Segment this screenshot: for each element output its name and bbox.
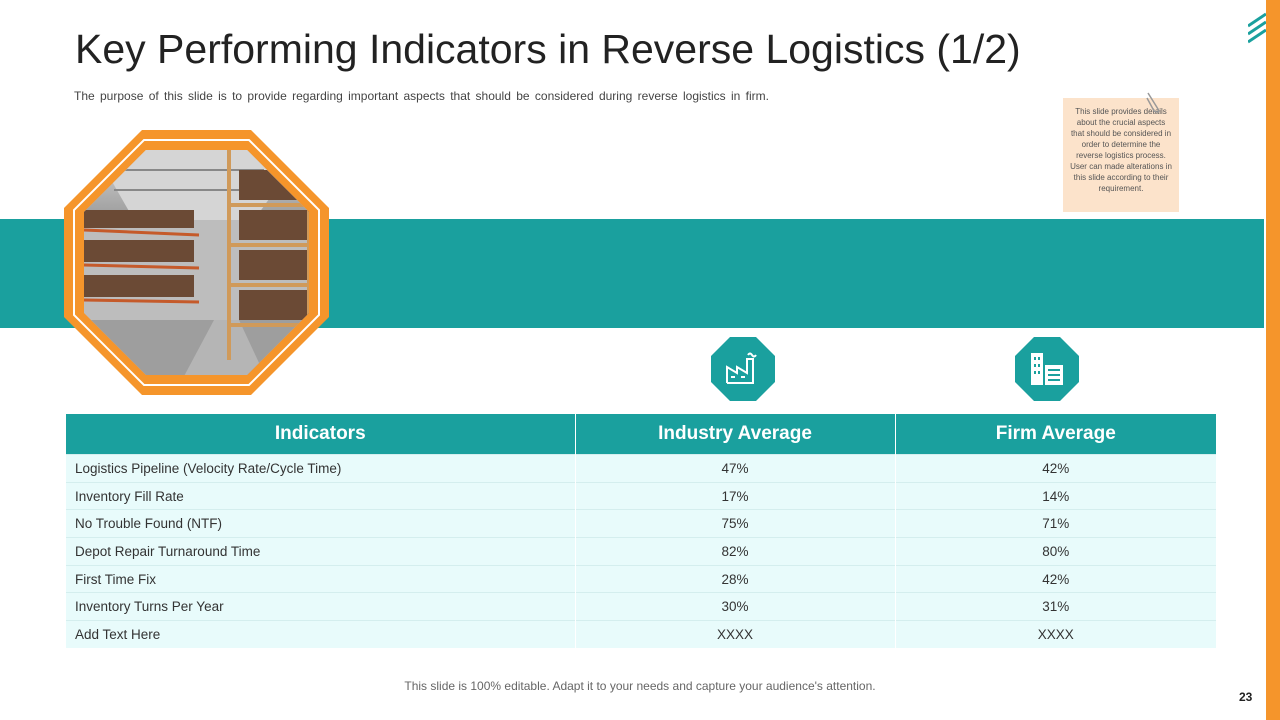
- indicator-cell: Depot Repair Turnaround Time: [66, 537, 575, 566]
- factory-icon: [711, 337, 775, 401]
- firm-average-cell: 42%: [894, 564, 1216, 593]
- firm-average-cell: 14%: [894, 481, 1216, 510]
- industry-average-cell: 17%: [574, 481, 895, 510]
- header-industry-average: Industry Average: [574, 414, 895, 455]
- table-row: Inventory Turns Per Year 30% 31%: [66, 592, 1216, 621]
- footer-text: This slide is 100% editable. Adapt it to…: [404, 679, 876, 693]
- table-row: Logistics Pipeline (Velocity Rate/Cycle …: [66, 454, 1216, 483]
- indicator-cell: Inventory Turns Per Year: [66, 592, 575, 621]
- corner-stripes: [1248, 12, 1266, 44]
- kpi-table: Indicators Industry Average Firm Average…: [66, 414, 1216, 648]
- warehouse-photo: [64, 130, 329, 395]
- table-row: No Trouble Found (NTF) 75% 71%: [66, 509, 1216, 538]
- header-indicators: Indicators: [66, 414, 575, 455]
- table-row: Add Text Here XXXX XXXX: [66, 620, 1216, 648]
- industry-average-cell: 47%: [574, 454, 895, 483]
- indicator-cell: First Time Fix: [66, 564, 575, 593]
- page-number: 23: [1239, 690, 1253, 704]
- indicator-cell: Add Text Here: [66, 620, 575, 648]
- header-firm-average: Firm Average: [894, 414, 1216, 455]
- sticky-note: This slide provides details about the cr…: [1063, 98, 1179, 212]
- firm-average-cell: 42%: [894, 454, 1216, 483]
- indicator-cell: Inventory Fill Rate: [66, 481, 575, 510]
- table-row: Depot Repair Turnaround Time 82% 80%: [66, 537, 1216, 566]
- industry-average-cell: 75%: [574, 509, 895, 538]
- firm-average-cell: 80%: [894, 537, 1216, 566]
- slide-title: Key Performing Indicators in Reverse Log…: [75, 26, 1021, 72]
- firm-average-cell: 31%: [894, 592, 1216, 621]
- paperclip-icon: [1146, 92, 1160, 113]
- firm-average-cell: 71%: [894, 509, 1216, 538]
- industry-average-cell: XXXX: [574, 620, 895, 648]
- slide-subtitle: The purpose of this slide is to provide …: [74, 89, 770, 103]
- industry-average-cell: 82%: [574, 537, 895, 566]
- office-building-icon: [1015, 337, 1079, 401]
- firm-average-cell: XXXX: [894, 620, 1216, 648]
- indicator-cell: Logistics Pipeline (Velocity Rate/Cycle …: [66, 454, 575, 483]
- table-row: Inventory Fill Rate 17% 14%: [66, 481, 1216, 510]
- table-header-row: Indicators Industry Average Firm Average: [66, 414, 1216, 455]
- right-accent-bar: [1266, 0, 1280, 720]
- table-row: First Time Fix 28% 42%: [66, 564, 1216, 593]
- industry-average-cell: 28%: [574, 564, 895, 593]
- industry-average-cell: 30%: [574, 592, 895, 621]
- indicator-cell: No Trouble Found (NTF): [66, 509, 575, 538]
